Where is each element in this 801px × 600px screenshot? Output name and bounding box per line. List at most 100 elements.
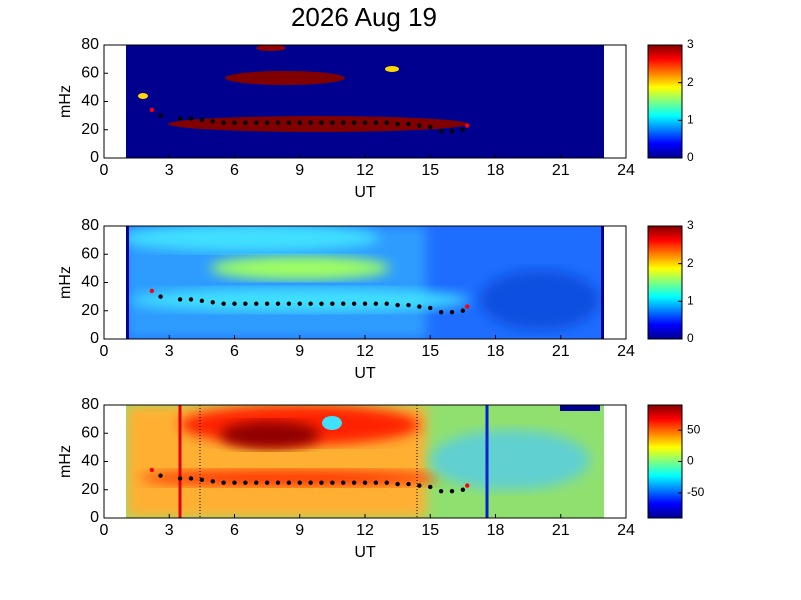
x-tick-label: 18 [487,162,505,179]
track-point [395,121,400,127]
x-tick-label: 21 [552,522,570,539]
track-point [243,301,248,306]
x-tick-label: 9 [295,343,304,360]
track-point [341,480,346,485]
track-point [319,480,324,485]
track-point [330,480,335,485]
colorbar [647,44,683,159]
track-point [177,297,183,302]
track-point [351,301,357,306]
colorbar-tick-label: 50 [687,422,701,436]
track-point [460,308,466,313]
track-point [460,127,466,132]
track-point [428,305,433,311]
y-tick-label: 0 [90,330,99,347]
x-tick-label: 24 [617,343,635,360]
track-point [351,480,357,485]
track-point [449,128,455,134]
track-point [199,477,205,483]
track-point [210,479,215,484]
track-point [465,123,470,128]
track-point [221,480,226,485]
colorbar-tick-label: 3 [687,218,694,232]
y-tick-label: 80 [81,217,99,234]
x-tick-label: 15 [421,522,439,539]
track-point [428,484,433,490]
track-point [158,113,163,118]
colorbar-tick-label: 1 [687,294,694,308]
colorbar [647,404,683,519]
x-tick-label: 12 [356,162,374,179]
y-tick-label: 20 [81,481,99,498]
track-point [232,301,237,306]
track-point [384,480,389,485]
track-point [275,120,281,125]
y-tick-label: 60 [81,245,99,262]
x-tick-label: 3 [165,162,174,179]
track-point [330,120,335,125]
track-point [297,480,302,485]
track-point [465,304,470,309]
track-point [308,120,313,125]
track-point [308,301,313,306]
track-point [210,119,215,124]
track-point [319,301,324,306]
colorbar [647,225,683,340]
y-axis-label: mHz [57,85,74,118]
track-point [428,124,433,130]
y-tick-label: 60 [81,64,99,81]
x-tick-label: 9 [295,162,304,179]
x-tick-label: 18 [487,522,505,539]
x-tick-label: 18 [487,343,505,360]
track-point [460,487,466,492]
y-tick-label: 0 [90,509,99,526]
track-point [362,480,368,485]
track-point [341,120,346,125]
track-point [438,128,444,134]
track-point [188,116,194,121]
track-point [351,120,357,125]
track-point [254,480,259,485]
heatmap [126,226,604,339]
track-point [308,480,313,485]
track-point [384,301,389,306]
track-point [406,481,411,487]
x-tick-label: 6 [230,343,239,360]
chart-title: 2026 Aug 19 [291,2,437,32]
track-point [438,309,444,315]
track-point [297,301,302,306]
track-point [417,483,422,488]
track-point [158,294,163,299]
x-tick-label: 21 [552,343,570,360]
track-point [243,120,248,125]
track-point [158,473,163,478]
y-tick-label: 40 [81,93,99,110]
colorbar-tick-label: 2 [687,75,694,89]
track-point [406,121,411,127]
x-axis-label: UT [354,184,376,201]
x-tick-label: 12 [356,343,374,360]
track-point [177,116,183,121]
x-tick-label: 0 [100,522,109,539]
y-tick-label: 20 [81,302,99,319]
track-point [232,120,237,125]
track-point [406,302,411,308]
track-point [286,120,292,125]
x-axis-label: UT [354,544,376,561]
heatmap [126,45,604,158]
y-tick-label: 80 [81,36,99,53]
x-tick-label: 24 [617,162,635,179]
track-point [449,488,455,494]
colorbar-tick-label: 0 [687,331,694,345]
track-point [232,480,237,485]
x-tick-label: 3 [165,343,174,360]
track-point [221,301,226,306]
track-point [330,301,335,306]
track-point [286,301,292,306]
y-axis-label: mHz [57,445,74,478]
track-point [373,480,379,485]
track-point [177,476,183,481]
y-axis-label: mHz [57,266,74,299]
track-point [373,301,379,306]
y-tick-label: 40 [81,453,99,470]
